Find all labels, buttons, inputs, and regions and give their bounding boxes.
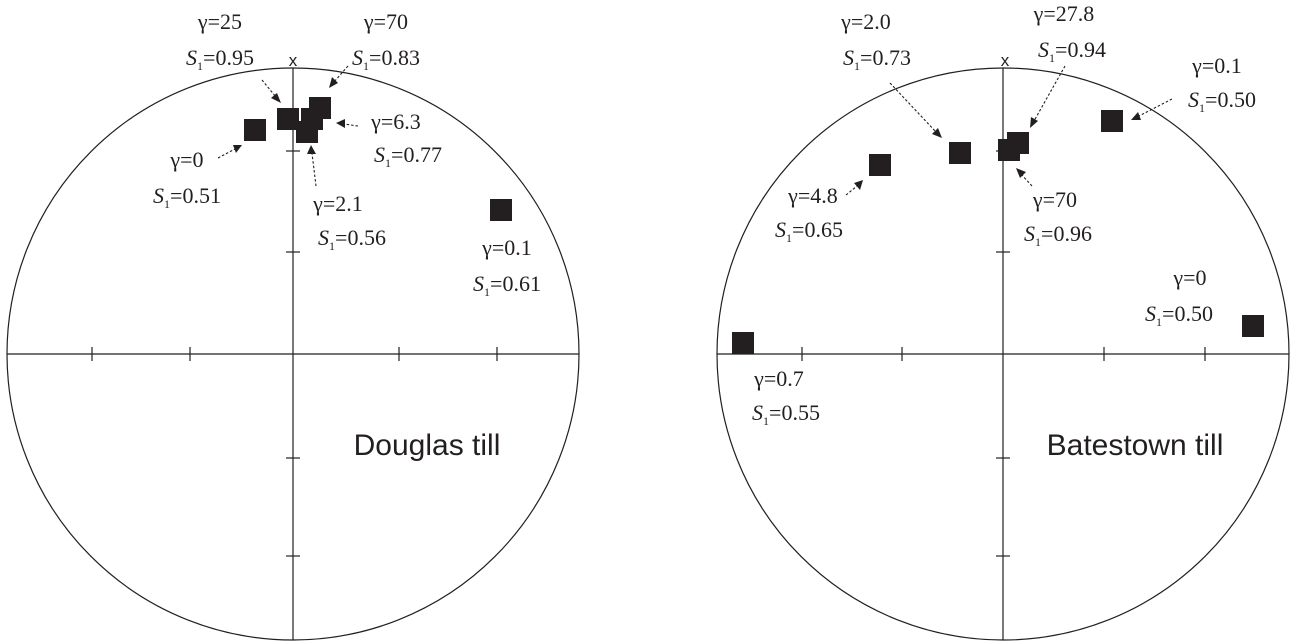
point-label: γ=6.3 S1=0.77 <box>370 109 442 170</box>
point-label: γ=0 S1=0.50 <box>1145 265 1213 329</box>
data-point <box>1101 110 1123 132</box>
s1-value: S1=0.56 <box>318 225 386 253</box>
stereonet-douglas: x γ=25 S1=0.95 γ=70 S1=0.8 <box>6 9 580 641</box>
data-point <box>732 332 754 354</box>
gamma-value: γ=2.1 <box>312 191 363 216</box>
leader-arrows <box>217 65 359 187</box>
point-label: γ=27.8 S1=0.94 <box>1033 1 1106 65</box>
s1-value: S1=0.95 <box>186 45 254 73</box>
s1-value: S1=0.61 <box>473 271 541 299</box>
s1-value: S1=0.77 <box>374 142 442 170</box>
s1-value: S1=0.73 <box>843 45 911 73</box>
s1-value: S1=0.50 <box>1145 301 1213 329</box>
s1-value: S1=0.50 <box>1188 87 1256 115</box>
leader-arrows <box>845 65 1173 196</box>
point-label: γ=0.1 S1=0.50 <box>1188 53 1256 115</box>
plot-title: Douglas till <box>354 429 501 462</box>
gamma-value: γ=0.1 <box>1191 53 1242 78</box>
gamma-value: γ=0 <box>1172 265 1206 290</box>
gamma-value: γ=0.7 <box>753 366 804 391</box>
gamma-value: γ=27.8 <box>1033 1 1095 26</box>
data-point <box>1242 315 1264 337</box>
data-point <box>1007 132 1029 154</box>
point-label: γ=0 S1=0.51 <box>153 147 221 211</box>
point-label: γ=70 S1=0.96 <box>1024 187 1092 249</box>
point-label: γ=70 S1=0.83 <box>352 9 420 73</box>
plot-title: Batestown till <box>1047 429 1224 462</box>
s1-value: S1=0.83 <box>352 45 420 73</box>
s1-value: S1=0.94 <box>1038 37 1106 65</box>
gamma-value: γ=70 <box>363 9 408 34</box>
data-point <box>869 154 891 176</box>
s1-value: S1=0.65 <box>775 217 843 245</box>
gamma-value: γ=25 <box>197 9 242 34</box>
gamma-value: γ=0 <box>169 147 203 172</box>
data-point <box>309 97 331 119</box>
data-point <box>949 142 971 164</box>
data-point <box>277 108 299 130</box>
gamma-value: γ=70 <box>1032 187 1077 212</box>
s1-value: S1=0.51 <box>153 183 221 211</box>
s1-value: S1=0.96 <box>1024 221 1092 249</box>
s1-value: S1=0.55 <box>752 400 820 428</box>
data-point <box>244 119 266 141</box>
axis-ticks <box>91 150 498 557</box>
north-mark: x <box>1001 51 1010 70</box>
gamma-value: γ=4.8 <box>787 183 838 208</box>
gamma-value: γ=2.0 <box>840 9 891 34</box>
point-label: γ=0.1 S1=0.61 <box>473 235 541 299</box>
point-label: γ=0.7 S1=0.55 <box>752 366 820 428</box>
point-label: γ=4.8 S1=0.65 <box>775 183 843 245</box>
data-points <box>244 97 512 221</box>
gamma-value: γ=6.3 <box>370 109 421 134</box>
stereonet-batestown: x γ=2.0 S1=0.73 γ=27.8 <box>716 1 1290 641</box>
data-points <box>732 110 1264 354</box>
point-label: γ=2.0 S1=0.73 <box>840 9 911 73</box>
point-label: γ=2.1 S1=0.56 <box>312 191 386 253</box>
data-point <box>490 199 512 221</box>
gamma-value: γ=0.1 <box>481 235 532 260</box>
point-label: γ=25 S1=0.95 <box>186 9 254 73</box>
north-mark: x <box>289 51 298 70</box>
